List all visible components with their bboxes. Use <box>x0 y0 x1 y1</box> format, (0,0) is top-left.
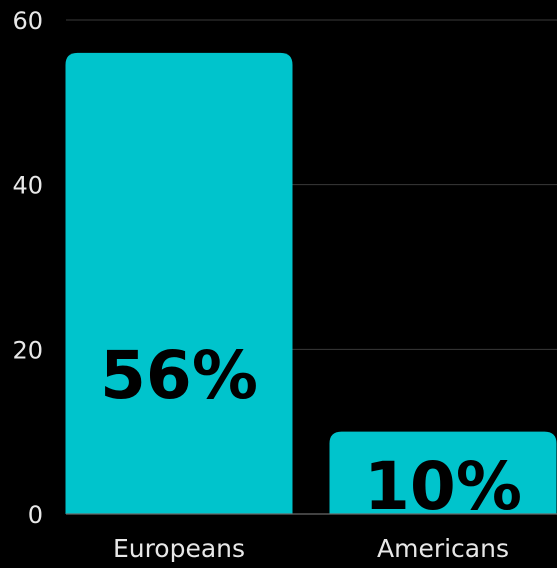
data-label-americans: 10% <box>364 448 522 525</box>
x-tick-label-europeans: Europeans <box>113 534 245 563</box>
x-axis-ticks: Europeans Americans <box>113 534 509 563</box>
data-labels: 56% 10% <box>100 337 522 525</box>
y-tick-label: 0 <box>28 501 43 529</box>
bar-europeans <box>65 52 293 514</box>
y-axis-ticks: 0 20 40 60 <box>12 7 43 529</box>
bar-americans <box>329 431 557 514</box>
x-tick-label-americans: Americans <box>377 534 509 563</box>
y-tick-label: 40 <box>12 172 43 200</box>
y-tick-label: 60 <box>12 7 43 35</box>
data-label-europeans: 56% <box>100 337 258 414</box>
y-tick-label: 20 <box>12 336 43 364</box>
bars <box>65 52 557 514</box>
